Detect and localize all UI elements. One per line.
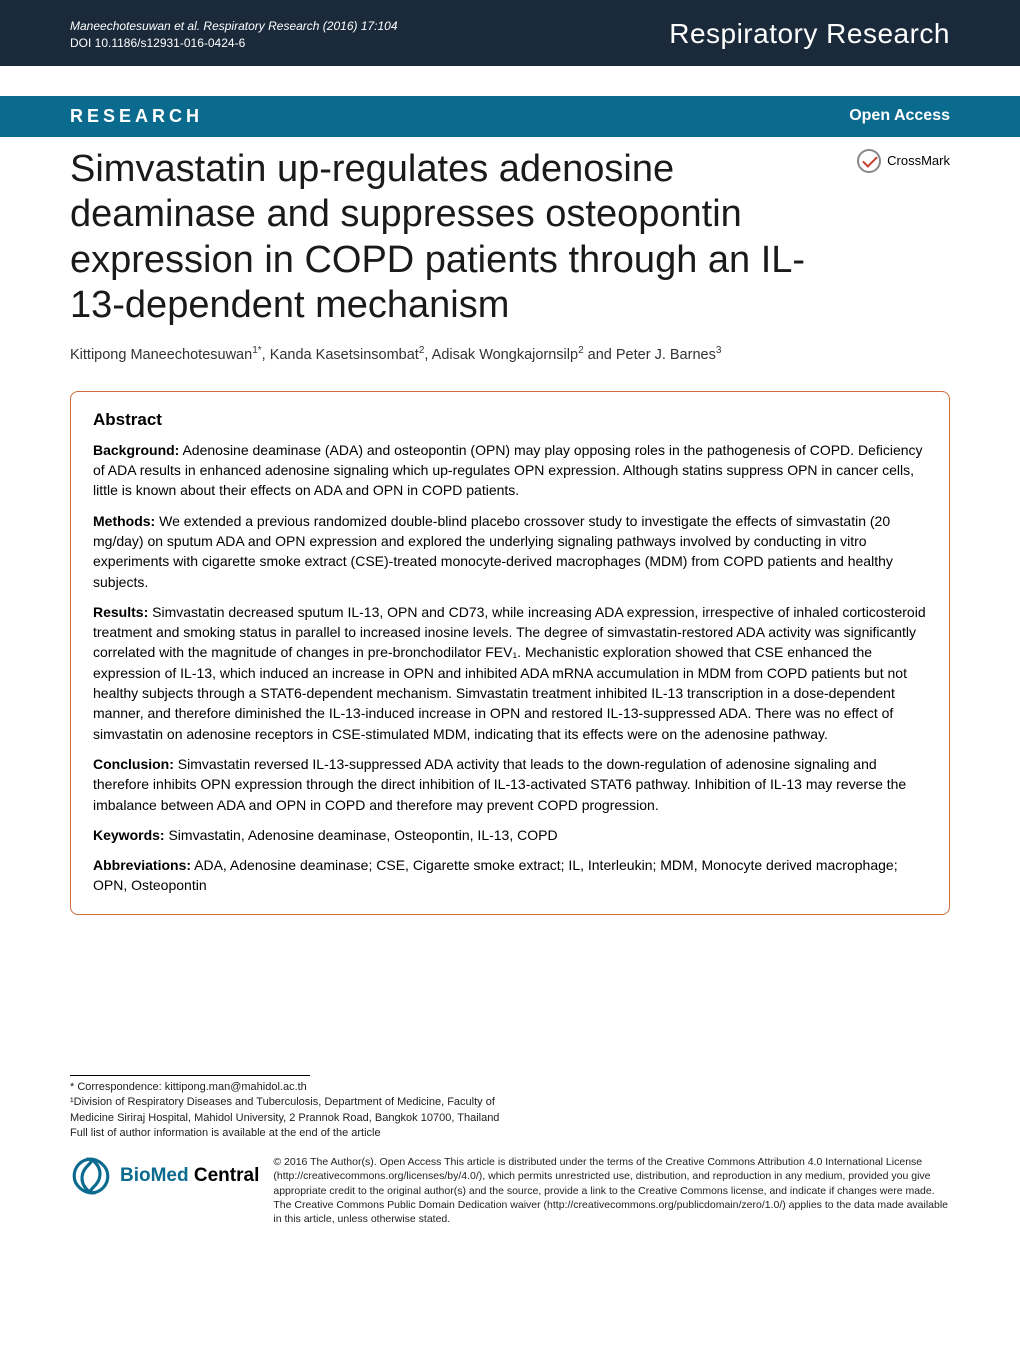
abstract-heading: Abstract <box>93 410 927 430</box>
full-list-line: Full list of author information is avail… <box>70 1126 950 1141</box>
doi-text: DOI 10.1186/s12931-016-0424-6 <box>70 35 398 52</box>
correspondence-line: * Correspondence: kittipong.man@mahidol.… <box>70 1080 950 1095</box>
paper-title: Simvastatin up-regulates adenosine deami… <box>70 147 850 329</box>
footer-block: * Correspondence: kittipong.man@mahidol.… <box>0 1075 1020 1246</box>
crossmark-badge[interactable]: CrossMark <box>857 149 950 173</box>
methods-label: Methods: <box>93 513 155 529</box>
abstract-background: Background: Adenosine deaminase (ADA) an… <box>93 440 927 501</box>
citation-text: Maneechotesuwan et al. Respiratory Resea… <box>70 18 398 35</box>
crossmark-label: CrossMark <box>887 153 950 168</box>
license-text: © 2016 The Author(s). Open Access This a… <box>273 1155 950 1226</box>
journal-header: Maneechotesuwan et al. Respiratory Resea… <box>0 0 1020 66</box>
biomed-central-logo: BioMed Central <box>70 1155 259 1197</box>
research-bar: RESEARCH Open Access <box>0 96 1020 137</box>
results-text: Simvastatin decreased sputum IL-13, OPN … <box>93 604 926 742</box>
abstract-results: Results: Simvastatin decreased sputum IL… <box>93 602 927 744</box>
bmc-bio: BioMed <box>120 1165 189 1186</box>
abbreviations-label: Abbreviations: <box>93 857 191 873</box>
affiliation-line: ¹Division of Respiratory Diseases and Tu… <box>70 1095 510 1126</box>
open-access-label: Open Access <box>849 107 950 125</box>
abstract-conclusion: Conclusion: Simvastatin reversed IL-13-s… <box>93 754 927 815</box>
conclusion-text: Simvastatin reversed IL-13-suppressed AD… <box>93 756 906 813</box>
keywords-label: Keywords: <box>93 827 165 843</box>
research-label: RESEARCH <box>70 106 203 127</box>
footer-logo-row: BioMed Central © 2016 The Author(s). Ope… <box>70 1155 950 1226</box>
background-text: Adenosine deaminase (ADA) and osteoponti… <box>93 442 923 499</box>
journal-name: Respiratory Research <box>669 18 950 50</box>
abstract-methods: Methods: We extended a previous randomiz… <box>93 511 927 592</box>
bmc-central: Central <box>189 1165 260 1186</box>
abstract-abbreviations: Abbreviations: ADA, Adenosine deaminase;… <box>93 855 927 896</box>
authors-line: Kittipong Maneechotesuwan1*, Kanda Kaset… <box>70 345 950 363</box>
citation-block: Maneechotesuwan et al. Respiratory Resea… <box>70 18 398 52</box>
background-label: Background: <box>93 442 179 458</box>
abstract-keywords: Keywords: Simvastatin, Adenosine deamina… <box>93 825 927 845</box>
abstract-box: Abstract Background: Adenosine deaminase… <box>70 391 950 915</box>
bmc-swirl-icon <box>70 1155 112 1197</box>
conclusion-label: Conclusion: <box>93 756 174 772</box>
abbreviations-text: ADA, Adenosine deaminase; CSE, Cigarette… <box>93 857 898 893</box>
methods-text: We extended a previous randomized double… <box>93 513 893 590</box>
keywords-text: Simvastatin, Adenosine deaminase, Osteop… <box>165 827 558 843</box>
footer-rule <box>70 1075 310 1076</box>
results-label: Results: <box>93 604 148 620</box>
crossmark-icon <box>857 149 881 173</box>
bmc-text: BioMed Central <box>120 1163 259 1190</box>
